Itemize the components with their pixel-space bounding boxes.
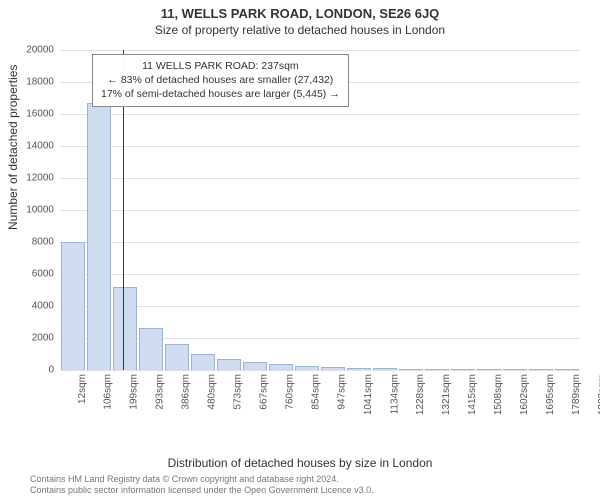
x-tick-label: 1508sqm (493, 374, 504, 415)
histogram-bar (321, 367, 346, 370)
page-subtitle: Size of property relative to detached ho… (0, 21, 600, 37)
plot-area: 0200040006000800010000120001400016000180… (60, 50, 580, 370)
histogram-bar (399, 369, 424, 370)
x-tick-label: 1415sqm (467, 374, 478, 415)
x-tick-label: 1041sqm (363, 374, 374, 415)
x-tick-label: 854sqm (311, 374, 322, 410)
gridline (60, 50, 580, 51)
y-tick-label: 18000 (14, 77, 54, 88)
chart-container: 0200040006000800010000120001400016000180… (60, 50, 580, 420)
x-tick-label: 480sqm (207, 374, 218, 410)
y-tick-label: 8000 (14, 237, 54, 248)
gridline (60, 370, 580, 371)
gridline (60, 306, 580, 307)
x-tick-label: 293sqm (155, 374, 166, 410)
y-tick-label: 20000 (14, 45, 54, 56)
gridline (60, 274, 580, 275)
histogram-bar (243, 362, 268, 370)
x-tick-label: 199sqm (129, 374, 140, 410)
histogram-bar (191, 354, 216, 370)
y-tick-label: 6000 (14, 269, 54, 280)
histogram-bar (295, 366, 320, 370)
x-tick-label: 1134sqm (389, 374, 400, 414)
x-tick-label: 1695sqm (545, 374, 556, 415)
histogram-bar (529, 369, 554, 370)
x-tick-label: 760sqm (285, 374, 296, 410)
histogram-bar (451, 369, 476, 370)
gridline (60, 146, 580, 147)
x-tick-label: 1228sqm (415, 374, 426, 415)
annotation-box: 11 WELLS PARK ROAD: 237sqm← 83% of detac… (92, 54, 349, 107)
histogram-bar (139, 328, 164, 370)
x-tick-label: 1602sqm (519, 374, 530, 415)
attribution-text: Contains HM Land Registry data © Crown c… (30, 474, 374, 496)
histogram-bar (269, 364, 294, 370)
y-tick-label: 10000 (14, 205, 54, 216)
attribution-line1: Contains HM Land Registry data © Crown c… (30, 474, 374, 485)
x-tick-label: 667sqm (259, 374, 270, 410)
page-title: 11, WELLS PARK ROAD, LONDON, SE26 6JQ (0, 0, 600, 21)
gridline (60, 210, 580, 211)
histogram-bar (425, 369, 450, 370)
x-tick-label: 106sqm (103, 374, 114, 410)
annotation-line: 11 WELLS PARK ROAD: 237sqm (101, 59, 340, 73)
histogram-bar (217, 359, 242, 370)
annotation-line: ← 83% of detached houses are smaller (27… (101, 73, 340, 87)
x-tick-label: 386sqm (181, 374, 192, 410)
y-tick-label: 12000 (14, 173, 54, 184)
y-tick-label: 14000 (14, 141, 54, 152)
y-tick-label: 4000 (14, 301, 54, 312)
annotation-line: 17% of semi-detached houses are larger (… (101, 87, 340, 101)
x-tick-label: 947sqm (337, 374, 348, 410)
histogram-bar (477, 369, 502, 370)
y-tick-label: 16000 (14, 109, 54, 120)
histogram-bar (61, 242, 86, 370)
attribution-line2: Contains public sector information licen… (30, 485, 374, 496)
x-tick-label: 12sqm (77, 374, 88, 404)
histogram-bar (113, 287, 138, 370)
gridline (60, 114, 580, 115)
histogram-bar (555, 369, 580, 370)
histogram-bar (347, 368, 372, 370)
x-axis-label: Distribution of detached houses by size … (0, 456, 600, 470)
histogram-bar (373, 368, 398, 370)
histogram-bar (503, 369, 528, 370)
x-tick-label: 1789sqm (571, 374, 582, 415)
y-tick-label: 2000 (14, 333, 54, 344)
y-tick-label: 0 (14, 365, 54, 376)
x-tick-label: 573sqm (233, 374, 244, 410)
gridline (60, 178, 580, 179)
gridline (60, 242, 580, 243)
histogram-bar (165, 344, 190, 370)
x-tick-label: 1321sqm (441, 374, 452, 415)
histogram-bar (87, 103, 112, 370)
